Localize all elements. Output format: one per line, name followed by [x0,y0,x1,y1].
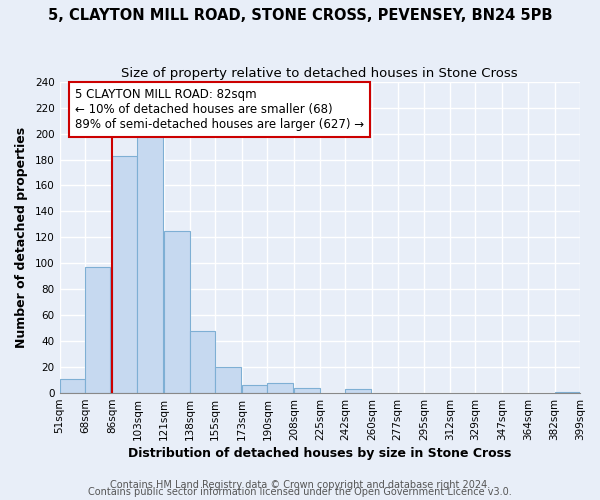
Bar [215,367,241,393]
Bar [164,231,190,393]
Text: Contains HM Land Registry data © Crown copyright and database right 2024.: Contains HM Land Registry data © Crown c… [110,480,490,490]
Bar [59,379,85,393]
Bar [268,382,293,393]
Bar [554,392,580,393]
Bar [85,267,110,393]
Text: Contains public sector information licensed under the Open Government Licence v3: Contains public sector information licen… [88,487,512,497]
Text: 5, CLAYTON MILL ROAD, STONE CROSS, PEVENSEY, BN24 5PB: 5, CLAYTON MILL ROAD, STONE CROSS, PEVEN… [48,8,552,22]
Text: 5 CLAYTON MILL ROAD: 82sqm
← 10% of detached houses are smaller (68)
89% of semi: 5 CLAYTON MILL ROAD: 82sqm ← 10% of deta… [75,88,364,131]
Y-axis label: Number of detached properties: Number of detached properties [15,127,28,348]
Bar [345,389,371,393]
X-axis label: Distribution of detached houses by size in Stone Cross: Distribution of detached houses by size … [128,447,511,460]
Bar [242,386,268,393]
Bar [190,331,215,393]
Bar [112,156,137,393]
Title: Size of property relative to detached houses in Stone Cross: Size of property relative to detached ho… [121,68,518,80]
Bar [137,134,163,393]
Bar [295,388,320,393]
